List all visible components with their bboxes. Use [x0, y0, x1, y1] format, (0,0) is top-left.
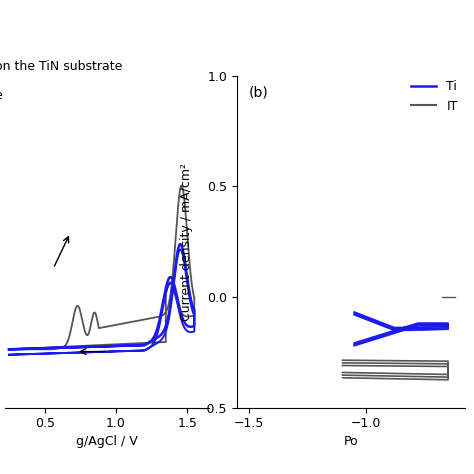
X-axis label: Po: Po	[344, 435, 358, 447]
Text: on the TiN substrate: on the TiN substrate	[0, 60, 122, 73]
X-axis label: g/AgCl / V: g/AgCl / V	[76, 435, 137, 447]
Y-axis label: Current density / mA/cm²: Current density / mA/cm²	[180, 163, 192, 321]
Text: (b): (b)	[248, 86, 268, 100]
Text: e: e	[0, 90, 2, 102]
Legend: Ti, IT: Ti, IT	[406, 75, 463, 118]
